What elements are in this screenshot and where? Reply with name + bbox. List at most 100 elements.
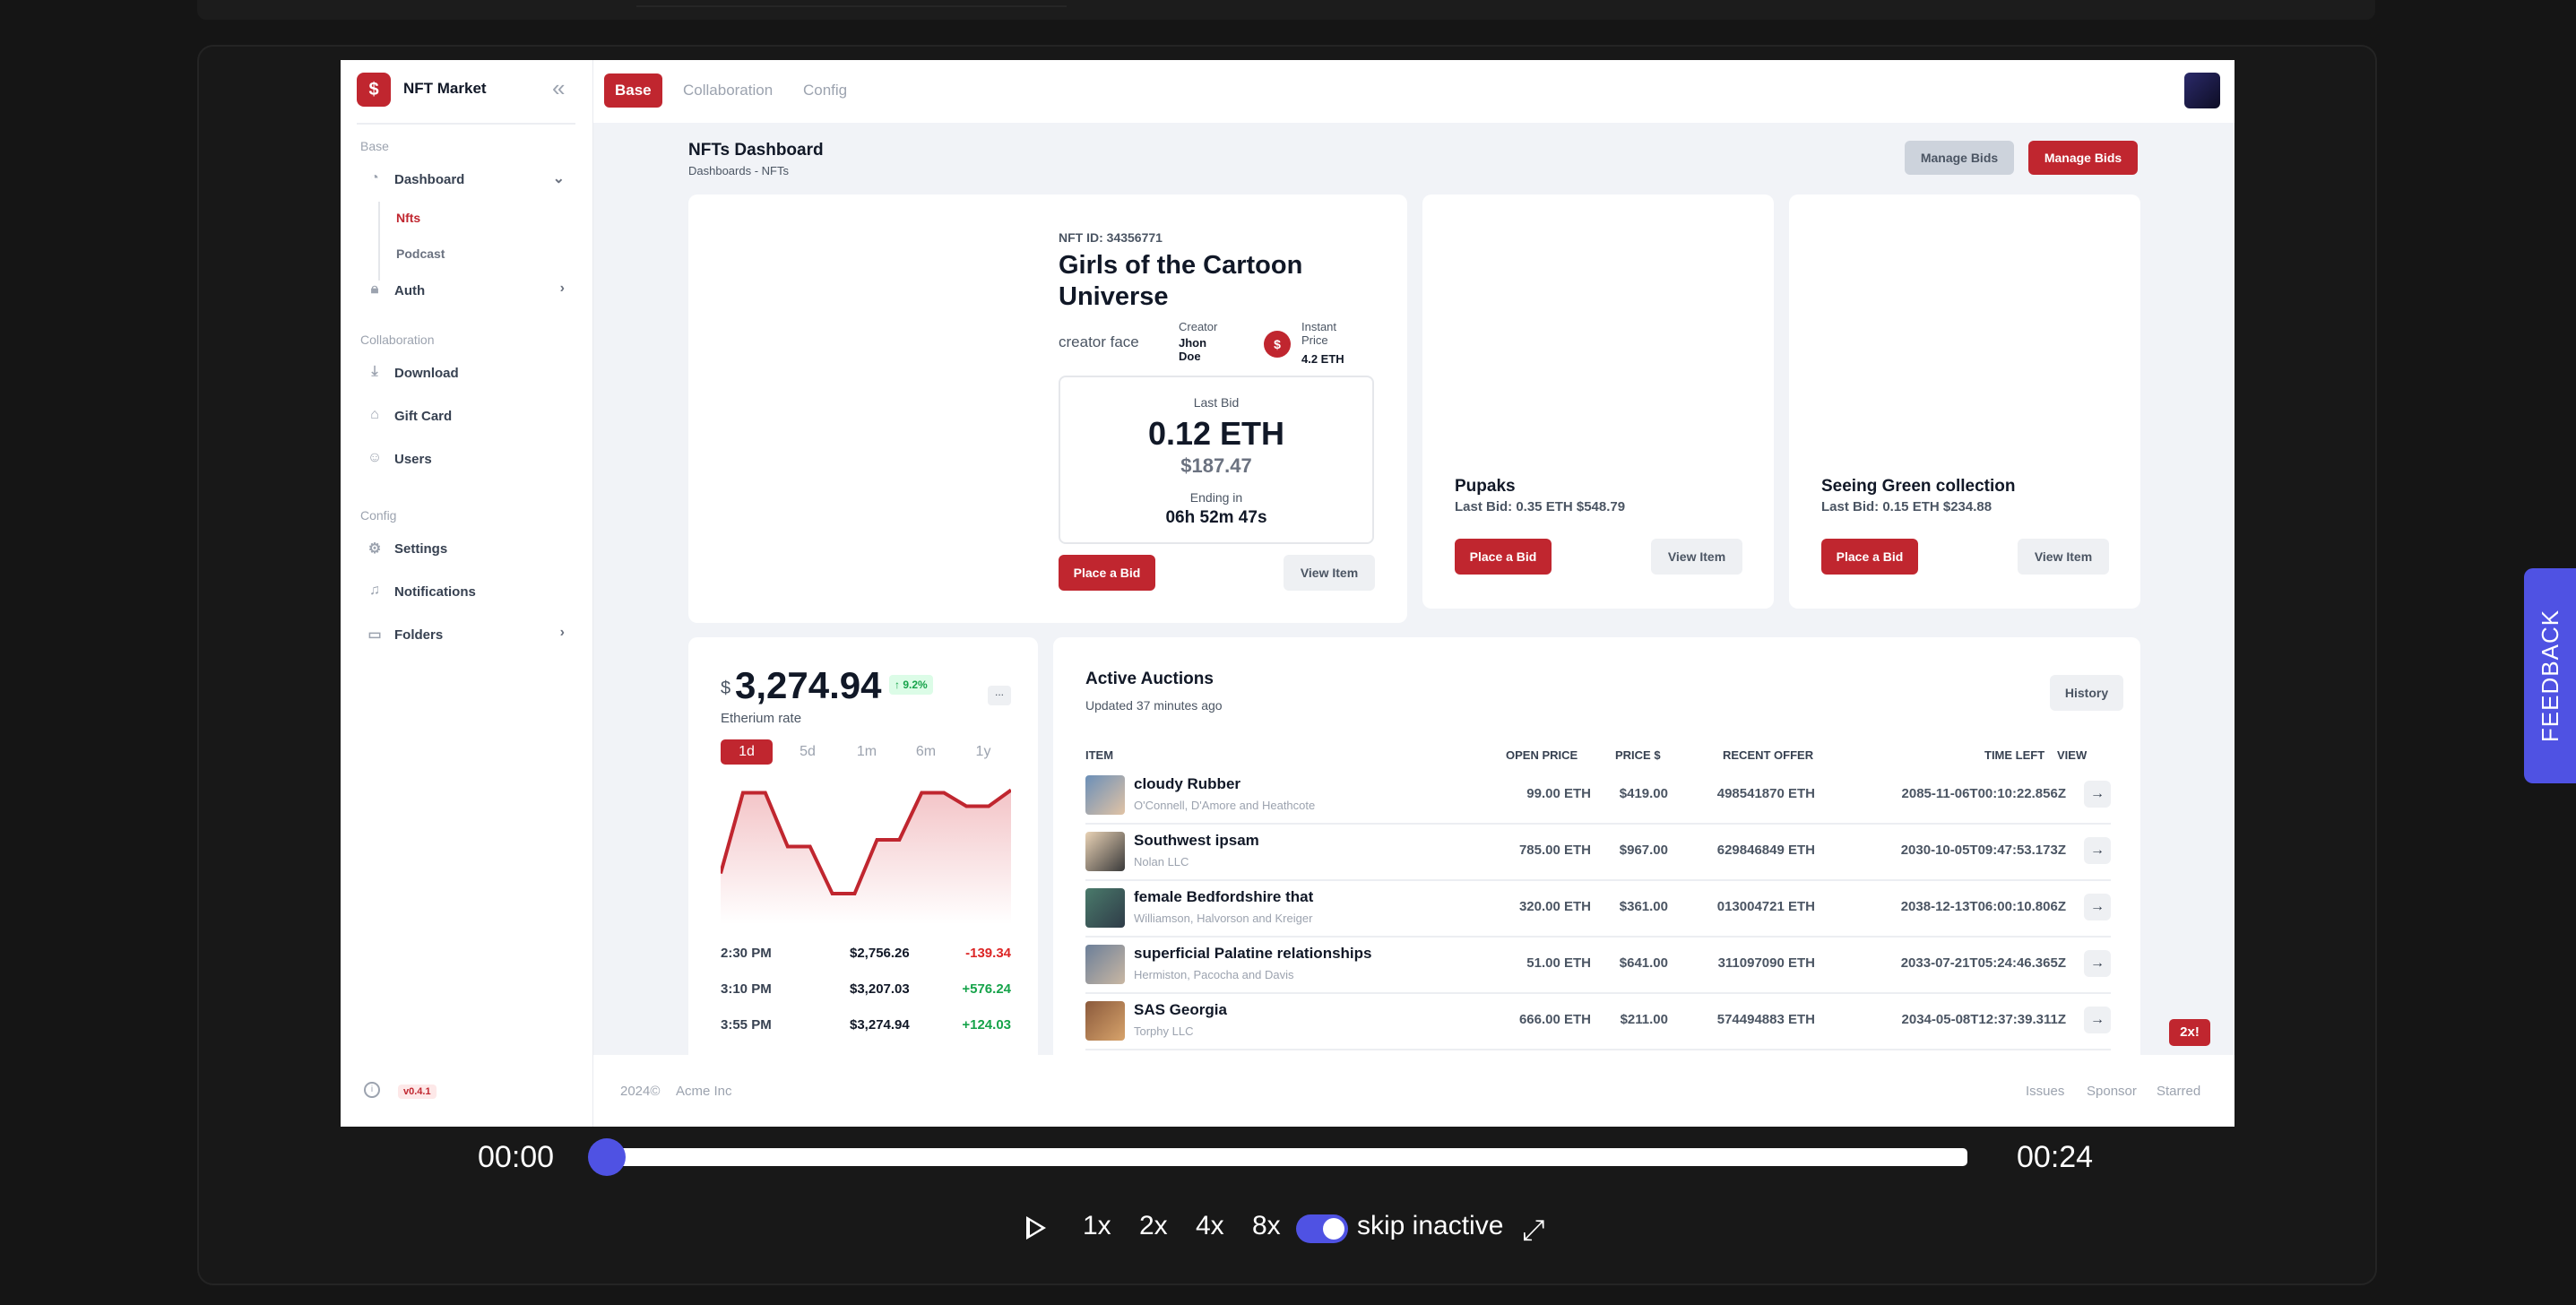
ending-label: Ending in bbox=[1189, 490, 1243, 505]
time-left: 2033-07-21T05:24:46.365Z bbox=[1900, 955, 2066, 971]
sidebar-item-settings[interactable]: ⚙ Settings bbox=[357, 533, 575, 566]
rate-delta: +576.24 bbox=[962, 981, 1011, 997]
tab-collaboration[interactable]: Collaboration bbox=[683, 82, 774, 99]
time-left: 2034-05-08T12:37:39.311Z bbox=[1901, 1012, 2066, 1027]
time-left: 2038-12-13T06:00:10.806Z bbox=[1900, 899, 2066, 914]
col-time-left: TIME LEFT bbox=[1984, 748, 2045, 762]
more-options-button[interactable]: ... bbox=[988, 686, 1011, 705]
manage-bids-gray-button[interactable]: Manage Bids bbox=[1905, 141, 2014, 175]
breadcrumb[interactable]: Dashboards - NFTs bbox=[688, 164, 789, 177]
last-bid-usd: $187.47 bbox=[1180, 454, 1252, 477]
active-auctions-card: Active Auctions Updated 37 minutes ago H… bbox=[1053, 637, 2140, 1067]
rate-row: 2:30 PM $2,756.26 -139.34 bbox=[721, 946, 1011, 981]
sidebar-item-users[interactable]: ☺ Users bbox=[357, 444, 575, 476]
place-bid-button[interactable]: Place a Bid bbox=[1059, 555, 1155, 591]
place-bid-button[interactable]: Place a Bid bbox=[1821, 539, 1918, 575]
nft-card-title: Seeing Green collection bbox=[1821, 477, 2016, 496]
item-company: Nolan LLC bbox=[1134, 855, 1189, 869]
price: $361.00 bbox=[1619, 899, 1668, 914]
tab-base[interactable]: Base bbox=[604, 73, 662, 108]
table-row: cloudy Rubber O'Connell, D'Amore and Hea… bbox=[1085, 768, 2111, 825]
range-1d[interactable]: 1d bbox=[721, 739, 773, 765]
footer-link-issues[interactable]: Issues bbox=[2026, 1084, 2065, 1099]
arrow-right-icon[interactable]: → bbox=[2084, 837, 2111, 864]
avatar[interactable] bbox=[2184, 73, 2220, 108]
tab-config[interactable]: Config bbox=[803, 82, 848, 99]
rate-change: 9.2% bbox=[903, 678, 928, 691]
open-price: 320.00 ETH bbox=[1518, 899, 1591, 914]
app-footer: 2024© Acme Inc Issues Sponsor Starred bbox=[593, 1055, 2235, 1127]
arrow-right-icon[interactable]: → bbox=[2084, 894, 2111, 920]
auctions-updated: Updated 37 minutes ago bbox=[1085, 698, 1223, 713]
company-link[interactable]: Acme Inc bbox=[676, 1084, 732, 1099]
col-view: VIEW bbox=[2057, 748, 2088, 762]
creator-label: Creator bbox=[1179, 320, 1218, 333]
footer-link-starred[interactable]: Starred bbox=[2157, 1084, 2201, 1099]
last-bid-label: Last Bid bbox=[1193, 395, 1240, 410]
view-item-button[interactable]: View Item bbox=[1651, 539, 1742, 575]
speed-4x[interactable]: 4x bbox=[1196, 1211, 1224, 1240]
item-thumbnail bbox=[1085, 1001, 1125, 1041]
arrow-right-icon[interactable]: → bbox=[2084, 1007, 2111, 1033]
sidebar-item-label: Folders bbox=[394, 627, 444, 643]
users-icon: ☺ bbox=[367, 450, 383, 465]
chevron-down-icon: ⌄ bbox=[552, 171, 565, 186]
sidebar: $ NFT Market « Base ◔ Dashboard ⌄ Nfts P… bbox=[341, 60, 593, 1127]
time-left: 2085-11-06T00:10:22.856Z bbox=[1901, 786, 2066, 801]
featured-nft-card: NFT ID: 34356771 Girls of the Cartoon Un… bbox=[688, 194, 1407, 623]
section-collaboration: Collaboration bbox=[360, 333, 435, 347]
table-row: SAS Georgia Torphy LLC 666.00 ETH $211.0… bbox=[1085, 994, 2111, 1050]
rate-rows: 2:30 PM $2,756.26 -139.34 3:10 PM $3,207… bbox=[721, 946, 1011, 1053]
top-tabs: Base Collaboration Config bbox=[593, 60, 2235, 123]
sidebar-item-notifications[interactable]: ♫ Notifications bbox=[357, 576, 575, 609]
rate-price: $3,207.03 bbox=[850, 981, 910, 997]
fullscreen-icon[interactable]: ⤢ bbox=[1522, 1214, 1545, 1246]
manage-bids-button[interactable]: Manage Bids bbox=[2028, 141, 2138, 175]
progress-track[interactable] bbox=[605, 1148, 1967, 1166]
item-company: Hermiston, Pacocha and Davis bbox=[1134, 968, 1294, 981]
main-content: NFTs Dashboard Dashboards - NFTs Manage … bbox=[593, 123, 2235, 1067]
play-icon-inner bbox=[1030, 1221, 1042, 1235]
open-price: 99.00 ETH bbox=[1526, 786, 1591, 801]
skip-inactive-toggle[interactable] bbox=[1296, 1214, 1348, 1243]
item-thumbnail bbox=[1085, 888, 1125, 928]
rate-time: 3:55 PM bbox=[721, 1017, 772, 1033]
sidebar-item-label: Dashboard bbox=[394, 172, 465, 187]
speed-2x[interactable]: 2x bbox=[1139, 1211, 1168, 1240]
skip-inactive-label: skip inactive bbox=[1357, 1211, 1504, 1240]
arrow-right-icon[interactable]: → bbox=[2084, 781, 2111, 808]
last-bid-box: Last Bid 0.12 ETH $187.47 Ending in 06h … bbox=[1059, 376, 1374, 544]
nft-id: NFT ID: 34356771 bbox=[1059, 230, 1163, 245]
sidebar-item-podcast[interactable]: Podcast bbox=[396, 246, 445, 261]
pie-chart-icon: ◔ bbox=[370, 170, 379, 186]
range-6m[interactable]: 6m bbox=[915, 744, 937, 759]
range-1y[interactable]: 1y bbox=[975, 744, 991, 759]
sidebar-item-download[interactable]: ⤓ Download bbox=[357, 358, 575, 390]
place-bid-button[interactable]: Place a Bid bbox=[1455, 539, 1552, 575]
sidebar-item-auth[interactable]: 🔒︎ Auth › bbox=[357, 275, 575, 307]
sidebar-item-dashboard[interactable]: ◔ Dashboard ⌄ bbox=[357, 164, 575, 196]
sidebar-item-gift-card[interactable]: ⌂ Gift Card bbox=[357, 401, 575, 433]
history-button[interactable]: History bbox=[2050, 675, 2123, 711]
view-item-button[interactable]: View Item bbox=[2018, 539, 2109, 575]
progress-knob[interactable] bbox=[588, 1138, 626, 1176]
collapse-sidebar-icon[interactable]: « bbox=[552, 74, 566, 101]
sidebar-item-label: Auth bbox=[394, 283, 426, 298]
range-5d[interactable]: 5d bbox=[800, 744, 816, 759]
footer-link-sponsor[interactable]: Sponsor bbox=[2087, 1084, 2137, 1099]
sidebar-item-folders[interactable]: ▭ Folders › bbox=[357, 619, 575, 652]
range-1m[interactable]: 1m bbox=[856, 744, 877, 759]
feedback-button[interactable]: FEEDBACK bbox=[2524, 568, 2576, 783]
col-item: ITEM bbox=[1085, 748, 1114, 762]
view-item-button[interactable]: View Item bbox=[1284, 555, 1375, 591]
speed-1x[interactable]: 1x bbox=[1083, 1211, 1111, 1240]
info-icon[interactable]: i bbox=[364, 1082, 380, 1098]
sidebar-item-nfts[interactable]: Nfts bbox=[396, 211, 421, 225]
col-open-price: OPEN PRICE bbox=[1506, 748, 1578, 762]
top-strip bbox=[197, 0, 2375, 20]
instant-price: 4.2 ETH bbox=[1301, 352, 1344, 366]
arrow-right-icon[interactable]: → bbox=[2084, 950, 2111, 977]
speed-8x[interactable]: 8x bbox=[1252, 1211, 1281, 1240]
ending-time: 06h 52m 47s bbox=[1165, 508, 1267, 527]
nft-card-title: Pupaks bbox=[1455, 477, 1516, 496]
